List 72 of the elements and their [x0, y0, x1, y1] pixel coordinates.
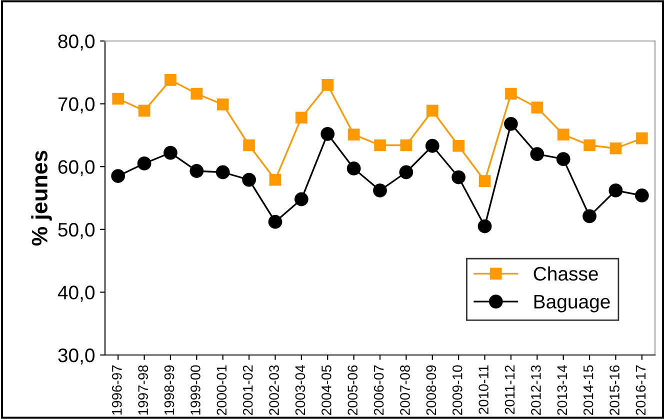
y-tick-label: 60,0	[58, 160, 95, 176]
point	[190, 164, 204, 178]
point	[373, 184, 387, 198]
x-tick-label: 2016-17	[636, 365, 646, 415]
point	[164, 74, 176, 86]
point	[374, 139, 386, 152]
point	[138, 104, 150, 117]
point	[556, 152, 570, 166]
x-tick-label: 2002-03	[269, 365, 279, 415]
point	[269, 174, 282, 186]
legend-label: Baguage	[534, 294, 610, 312]
point	[137, 156, 152, 170]
y-tick-label: 30,0	[58, 348, 95, 365]
y-tick-label: 40,0	[58, 286, 95, 302]
point	[216, 98, 229, 110]
x-tick-label: 2007-08	[400, 365, 410, 415]
point	[164, 146, 178, 160]
point	[530, 147, 544, 161]
point	[531, 102, 544, 114]
point	[320, 127, 335, 141]
point	[634, 188, 649, 202]
point	[346, 162, 361, 176]
y-tick-label: 80,0	[58, 34, 95, 51]
x-tick-label: 2003-04	[295, 365, 306, 415]
point	[557, 128, 570, 140]
point	[111, 169, 126, 183]
point	[478, 219, 492, 234]
point	[294, 192, 308, 206]
x-tick-label: 1997-98	[138, 365, 148, 415]
point	[505, 88, 517, 100]
point	[400, 139, 412, 152]
point	[190, 88, 203, 100]
point	[610, 142, 622, 154]
y-axis-title: % jeunes	[31, 150, 52, 246]
y-tick-label: 70,0	[58, 97, 95, 114]
point	[242, 172, 256, 187]
point	[478, 175, 491, 187]
x-tick-label: 2005-06	[348, 365, 358, 415]
x-tick-label: 2013-14	[557, 365, 568, 415]
point	[425, 138, 440, 153]
point	[112, 92, 124, 105]
x-tick-label: 2000-01	[216, 365, 227, 415]
point	[399, 165, 414, 180]
x-tick-label: 1999-00	[190, 365, 200, 415]
legend-label: Chasse	[534, 266, 598, 281]
point	[452, 170, 466, 184]
point	[582, 209, 596, 224]
x-tick-label: 2011-12	[504, 365, 515, 414]
point	[348, 128, 360, 140]
x-tick-label: 2015-16	[610, 365, 620, 415]
x-tick-label: 2004-05	[322, 365, 332, 415]
point	[216, 165, 230, 180]
point	[243, 139, 255, 152]
x-tick-label: 1996-97	[112, 365, 122, 415]
x-tick-label: 2008-09	[426, 365, 436, 415]
point	[426, 104, 438, 117]
point	[504, 116, 518, 131]
x-tick-label: 2012-13	[531, 365, 541, 415]
point	[452, 140, 464, 152]
x-tick-label: 2014-15	[583, 365, 594, 415]
point	[296, 112, 308, 124]
point	[608, 184, 623, 198]
x-tick-label: 2006-07	[374, 365, 384, 415]
point	[636, 132, 648, 144]
x-tick-label: 2009-10	[452, 365, 462, 415]
y-tick-label: 50,0	[58, 222, 95, 239]
point	[268, 214, 282, 229]
point	[322, 79, 334, 91]
x-tick-label: 2001-02	[242, 365, 253, 415]
point	[584, 139, 596, 152]
x-tick-label: 1998-99	[164, 365, 174, 415]
x-tick-label: 2010-11	[478, 365, 488, 414]
